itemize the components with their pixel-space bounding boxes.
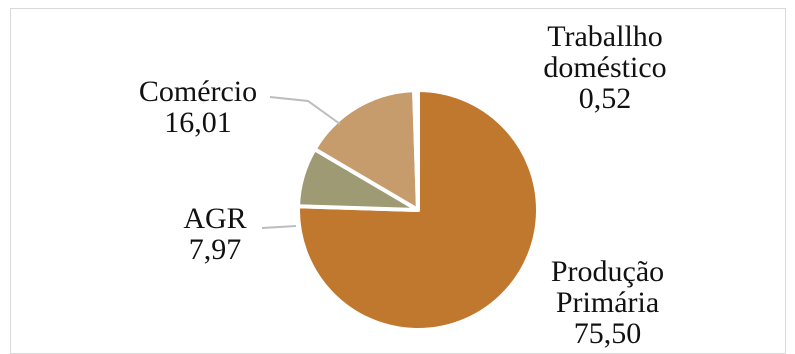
pie-slices <box>296 88 540 332</box>
slice-label-text: Comércio <box>138 75 258 108</box>
pie-slice-trabalho-domestico <box>412 88 420 212</box>
slice-label-trabalho-domestico: Traballho doméstico 0,52 <box>520 21 690 114</box>
slice-label-comercio: Comércio 16,01 <box>118 76 278 138</box>
leader-lines <box>261 96 341 229</box>
slice-label-text: Traballho <box>547 20 663 53</box>
slice-label-agr: AGR 7,97 <box>170 203 260 265</box>
slice-label-producao-primaria: Produção Primária 75,50 <box>525 256 690 349</box>
slice-value: 0,52 <box>578 82 632 115</box>
slice-value: 16,01 <box>164 106 232 139</box>
leader-line-agr <box>261 225 297 229</box>
pie-slice-comercio <box>312 88 420 212</box>
slice-value: 7,97 <box>188 233 242 266</box>
slice-label-text: AGR <box>183 202 247 235</box>
slice-label-text: Primária <box>555 286 660 319</box>
leader-line-comercio <box>269 96 341 125</box>
slice-value: 75,50 <box>573 317 642 350</box>
slice-label-text: doméstico <box>543 51 667 84</box>
slice-label-text: Produção <box>550 255 665 288</box>
